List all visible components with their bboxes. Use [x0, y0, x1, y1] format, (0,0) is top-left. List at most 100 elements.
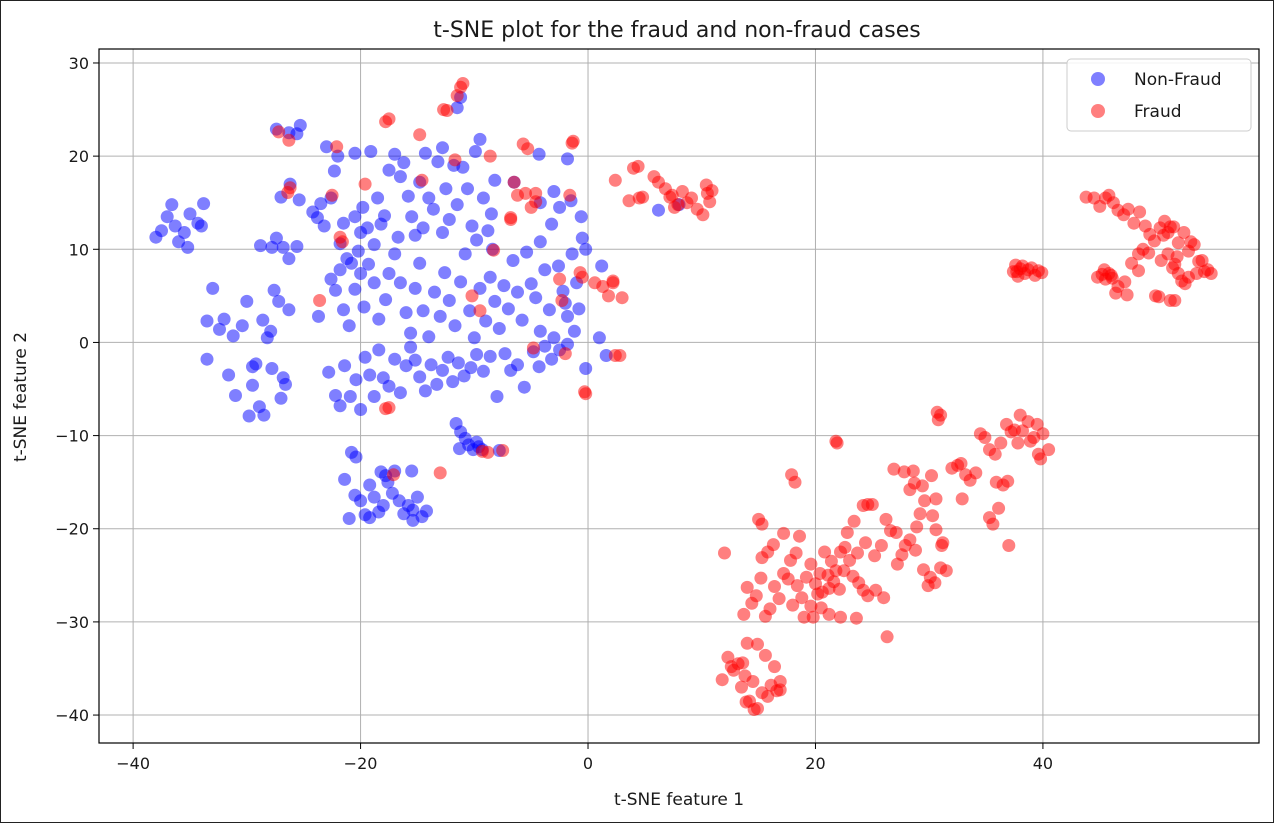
- point-fraud: [994, 436, 1008, 450]
- chart-title: t-SNE plot for the fraud and non-fraud c…: [433, 18, 920, 43]
- point-non-fraud: [168, 219, 182, 233]
- point-non-fraud: [246, 360, 259, 374]
- point-fraud: [282, 133, 296, 147]
- point-non-fraud: [371, 191, 385, 205]
- point-fraud: [330, 140, 344, 154]
- point-non-fraud: [246, 378, 259, 392]
- point-non-fraud: [367, 390, 381, 403]
- point-non-fraud: [213, 322, 226, 336]
- point-non-fraud: [183, 207, 197, 221]
- point-non-fraud: [367, 490, 381, 504]
- point-fraud: [1120, 288, 1134, 302]
- point-fraud: [746, 675, 760, 688]
- point-non-fraud: [242, 409, 256, 423]
- point-non-fraud: [408, 353, 422, 367]
- point-fraud: [526, 341, 540, 355]
- point-non-fraud: [372, 343, 386, 357]
- point-non-fraud: [372, 312, 386, 326]
- point-fraud: [945, 461, 959, 475]
- point-non-fraud: [393, 276, 407, 290]
- point-fraud: [519, 186, 532, 200]
- point-fraud: [685, 191, 698, 205]
- point-fraud: [879, 512, 893, 526]
- legend[interactable]: Non-Fraud Fraud: [1066, 58, 1252, 132]
- point-non-fraud: [410, 490, 424, 504]
- point-non-fraud: [520, 245, 534, 259]
- point-non-fraud: [254, 239, 267, 253]
- point-fraud: [606, 276, 620, 290]
- point-fraud: [440, 104, 454, 117]
- point-non-fraud: [197, 197, 211, 211]
- point-fraud: [755, 517, 769, 531]
- point-fraud: [754, 571, 768, 585]
- point-non-fraud: [567, 324, 581, 338]
- point-fraud: [840, 526, 854, 539]
- point-non-fraud: [592, 331, 606, 345]
- point-non-fraud: [282, 252, 296, 266]
- point-fraud: [790, 579, 804, 593]
- x-tick-label: −20: [344, 754, 378, 773]
- x-tick-label: 0: [583, 754, 593, 773]
- point-non-fraud: [450, 198, 464, 212]
- point-fraud: [1011, 436, 1025, 450]
- point-fraud: [804, 599, 818, 613]
- point-fraud: [613, 349, 627, 362]
- point-fraud: [529, 186, 543, 200]
- point-non-fraud: [529, 291, 543, 305]
- point-non-fraud: [293, 118, 307, 132]
- point-non-fraud: [329, 389, 342, 402]
- point-fraud: [773, 683, 787, 697]
- point-fraud: [521, 142, 535, 156]
- point-non-fraud: [333, 263, 347, 277]
- point-non-fraud: [276, 371, 290, 385]
- point-fraud: [1127, 216, 1141, 230]
- point-fraud: [1163, 220, 1177, 234]
- point-fraud: [935, 539, 949, 552]
- point-non-fraud: [388, 247, 402, 261]
- y-tick-label: 20: [69, 147, 89, 166]
- point-non-fraud: [511, 358, 524, 372]
- point-non-fraud: [561, 309, 574, 323]
- point-non-fraud: [453, 442, 466, 456]
- point-non-fraud: [418, 384, 432, 398]
- y-tick-label: −30: [55, 613, 89, 632]
- point-non-fraud: [342, 319, 356, 333]
- point-non-fraud: [338, 472, 352, 486]
- point-fraud: [806, 610, 820, 624]
- point-non-fraud: [229, 389, 242, 402]
- legend-label-fraud: Fraud: [1134, 102, 1182, 122]
- point-non-fraud: [314, 197, 328, 211]
- point-fraud: [797, 610, 811, 624]
- point-fraud: [596, 280, 610, 293]
- point-fraud: [448, 153, 462, 167]
- point-non-fraud: [483, 270, 497, 284]
- point-fraud: [929, 523, 943, 537]
- point-fraud: [602, 289, 615, 303]
- point-fraud: [558, 347, 572, 361]
- point-non-fraud: [358, 350, 372, 364]
- point-non-fraud: [515, 313, 529, 327]
- point-fraud: [415, 173, 429, 187]
- point-non-fraud: [337, 216, 350, 230]
- point-non-fraud: [363, 368, 377, 382]
- point-non-fraud: [265, 362, 279, 375]
- point-non-fraud: [463, 304, 477, 318]
- point-fraud: [921, 579, 935, 593]
- point-fraud: [959, 468, 973, 482]
- point-non-fraud: [357, 300, 371, 314]
- point-non-fraud: [333, 399, 347, 413]
- point-fraud: [925, 469, 938, 483]
- point-fraud: [487, 243, 501, 257]
- point-non-fraud: [561, 152, 574, 166]
- point-non-fraud: [438, 266, 452, 280]
- point-non-fraud: [533, 235, 547, 249]
- point-non-fraud: [451, 356, 465, 370]
- point-non-fraud: [408, 281, 422, 295]
- point-fraud: [675, 185, 689, 198]
- point-fraud: [715, 673, 729, 687]
- point-fraud: [849, 611, 863, 625]
- point-non-fraud: [235, 319, 249, 333]
- point-non-fraud: [222, 368, 236, 382]
- y-axis-ticks: −40 −30 −20 −10 0 10 20 30: [55, 54, 99, 725]
- point-fraud: [703, 195, 717, 209]
